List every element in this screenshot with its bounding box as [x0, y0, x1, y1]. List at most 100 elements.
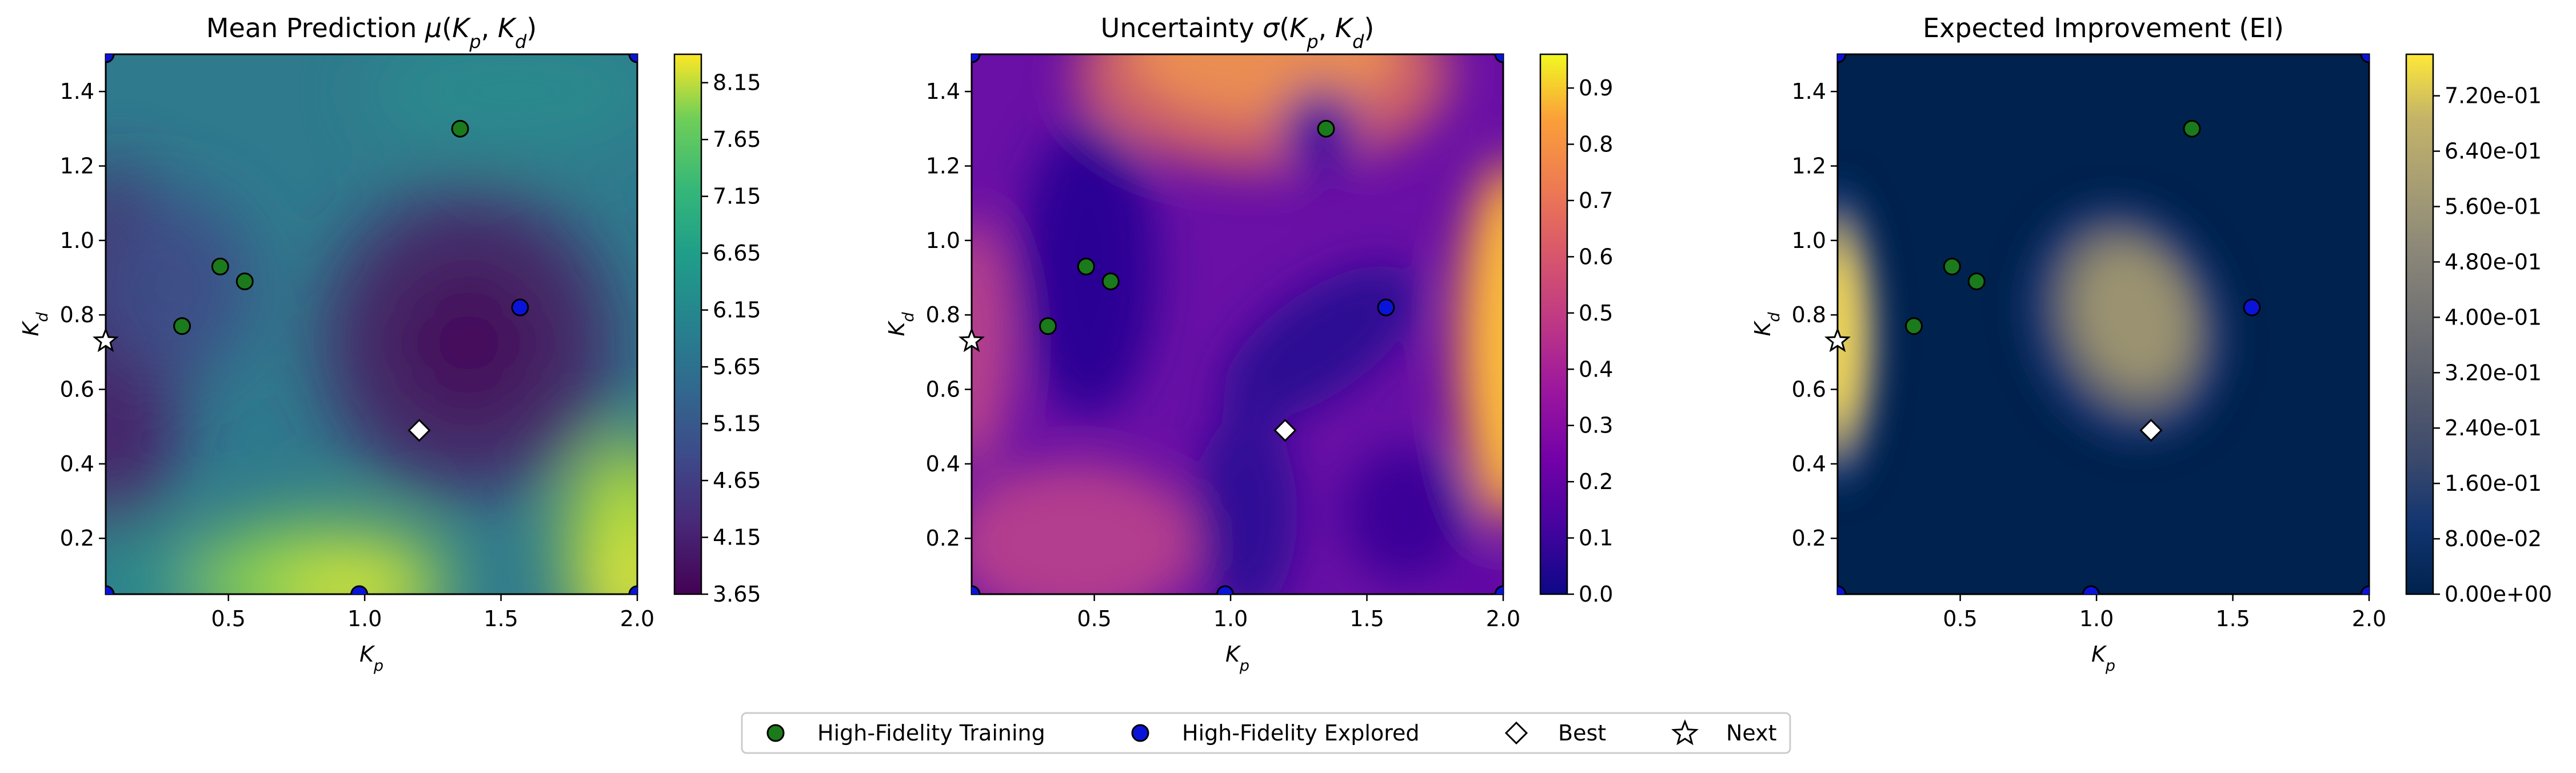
colorbar-tick-label: 4.00e-01 [2445, 305, 2542, 330]
explored-point [1838, 54, 1847, 63]
colorbar-tick-label: 0.3 [1579, 413, 1613, 438]
x-tick-label: 1.5 [484, 606, 518, 631]
explored-point [350, 585, 369, 594]
colorbar-tick-label: 2.40e-01 [2445, 415, 2542, 440]
x-tick-label: 1.5 [1349, 606, 1384, 631]
best-point [408, 419, 431, 442]
explored-point [1838, 585, 1847, 594]
training-point [1943, 257, 1961, 275]
y-tick-label: 1.2 [60, 154, 94, 179]
chart-title: Mean Prediction μ(Kp, Kd) [206, 13, 537, 53]
x-axis-label: Kp [2091, 642, 2115, 675]
colorbar-ei [2406, 54, 2433, 594]
colorbar-tick-label: 4.15 [713, 525, 761, 550]
training-point [173, 317, 191, 335]
colorbar-tick-label: 5.60e-01 [2445, 194, 2542, 219]
colorbar-tick-label: 0.1 [1579, 526, 1613, 551]
colorbar-tick-label: 4.65 [713, 468, 761, 493]
colorbar-tick-label: 7.15 [713, 184, 761, 209]
legend-marker-explored [1131, 724, 1149, 742]
legend-label-training: High-Fidelity Training [817, 720, 1045, 746]
explored-point [2360, 54, 2369, 63]
explored-point [2243, 298, 2261, 317]
colorbar-tick-label: 5.15 [713, 411, 761, 436]
legend-marker-best [1504, 721, 1528, 745]
chart-title: Expected Improvement (EI) [1923, 13, 2284, 43]
y-tick-label: 0.2 [60, 526, 94, 551]
colorbar-mean [674, 54, 701, 594]
training-point [1317, 119, 1335, 138]
explored-point [2082, 585, 2100, 594]
colorbar-tick-label: 7.20e-01 [2445, 83, 2542, 109]
colorbar-tick-label: 3.65 [713, 582, 761, 607]
training-point [1077, 257, 1095, 275]
colorbar-tick-label: 0.4 [1579, 357, 1613, 382]
panel-expected-improvement [1836, 53, 2370, 595]
colorbar-tick-label: 8.00e-02 [2445, 526, 2542, 551]
legend-frame [741, 712, 1791, 754]
chart-marks: Mean Prediction μ(Kp, Kd) 0.5 1.0 1.5 2.0 0.2… [18, 13, 2552, 675]
x-tick-label: 1.0 [1213, 606, 1248, 631]
next-point [958, 327, 985, 353]
chart-title: Uncertainty σ(Kp, Kd) [1101, 13, 1375, 53]
y-tick-label: 1.0 [60, 228, 94, 253]
best-point [1273, 419, 1297, 442]
y-tick-label: 0.4 [60, 451, 94, 476]
best-point [2139, 419, 2163, 442]
colorbar-tick-label: 8.15 [713, 70, 761, 95]
y-tick-label: 0.6 [60, 377, 94, 402]
legend-label-best: Best [1558, 720, 1606, 746]
y-tick-label: 1.0 [926, 228, 960, 253]
colorbar-tick-label: 0.2 [1579, 469, 1613, 494]
y-axis-label: Kd [1750, 312, 1783, 337]
ei-heatmap [1838, 54, 2369, 594]
colorbar-tick-label: 7.65 [713, 127, 761, 152]
legend: High-Fidelity Training High-Fidelity Exp… [741, 712, 1791, 754]
explored-point [1494, 54, 1503, 63]
training-point [451, 119, 469, 138]
training-point [211, 257, 229, 275]
explored-point [1377, 298, 1395, 317]
legend-marker-next [1671, 719, 1699, 746]
y-tick-label: 0.6 [926, 377, 960, 402]
colorbar-tick-label: 3.20e-01 [2445, 360, 2542, 385]
colorbar-tick-label: 4.80e-01 [2445, 249, 2542, 274]
explored-point [106, 585, 115, 594]
colorbar-tick-label: 5.65 [713, 354, 761, 379]
y-tick-label: 0.6 [1792, 377, 1826, 402]
explored-point [106, 54, 115, 63]
y-axis-label: Kd [884, 312, 917, 337]
colorbar-tick-label: 0.00e+00 [2445, 582, 2552, 607]
x-tick-label: 1.5 [2215, 606, 2250, 631]
x-tick-label: 2.0 [620, 606, 654, 631]
training-point [235, 273, 254, 291]
colorbar-tick-label: 6.65 [713, 241, 761, 266]
panel-mean-prediction [105, 53, 638, 595]
next-point [1824, 327, 1851, 353]
y-tick-label: 0.4 [926, 451, 960, 476]
legend-marker-training [766, 724, 785, 742]
y-axis-label: Kd [18, 312, 51, 337]
training-point [1967, 273, 1986, 291]
training-point [1039, 317, 1057, 335]
mean-heatmap [106, 54, 637, 594]
colorbar-tick-label: 0.8 [1579, 132, 1613, 157]
y-tick-label: 0.4 [1792, 451, 1826, 476]
y-tick-label: 0.2 [1792, 526, 1826, 551]
colorbar-tick-label: 0.7 [1579, 188, 1613, 213]
legend-label-explored: High-Fidelity Explored [1182, 720, 1420, 746]
x-tick-label: 2.0 [2352, 606, 2386, 631]
training-point [1101, 273, 1120, 291]
y-tick-label: 1.4 [1792, 79, 1826, 104]
y-tick-label: 1.0 [1792, 228, 1826, 253]
colorbar-tick-label: 0.0 [1579, 582, 1613, 607]
explored-point [972, 54, 981, 63]
colorbar-tick-label: 6.15 [713, 298, 761, 323]
training-point [1905, 317, 1923, 335]
x-tick-label: 0.5 [1077, 606, 1111, 631]
colorbar-tick-label: 0.5 [1579, 301, 1613, 326]
colorbar-tick-label: 0.6 [1579, 244, 1613, 269]
y-tick-label: 1.4 [926, 79, 960, 104]
explored-point [628, 54, 637, 63]
